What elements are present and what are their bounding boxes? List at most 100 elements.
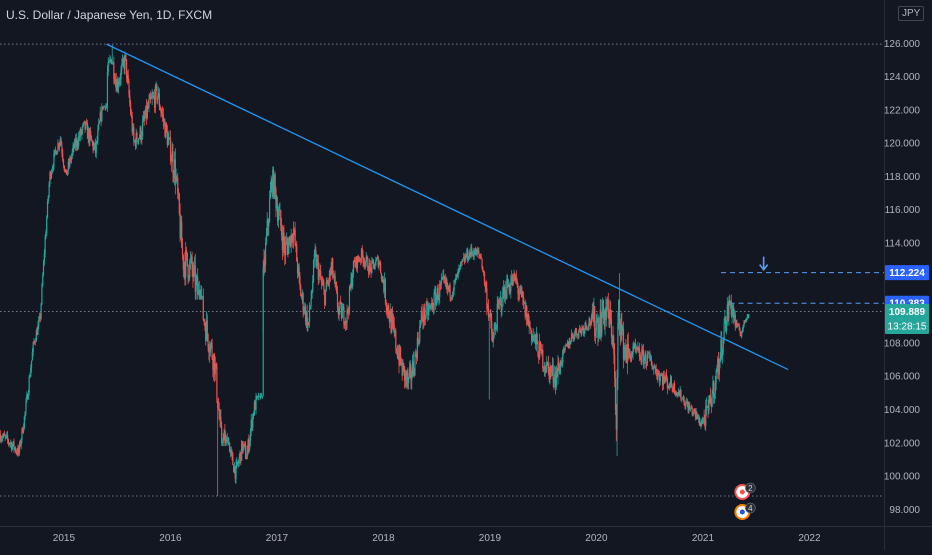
candle — [451, 295, 453, 301]
candle — [382, 275, 384, 284]
candle-body — [582, 327, 585, 334]
candle — [386, 302, 388, 318]
candle-body — [665, 375, 667, 379]
candle — [229, 442, 231, 453]
price-level-label[interactable]: 112.224 — [885, 265, 929, 281]
candle — [133, 123, 135, 146]
candle — [586, 328, 589, 331]
candle-body — [308, 305, 311, 322]
candle — [66, 170, 69, 176]
candle-body — [651, 365, 653, 370]
candle-body — [349, 286, 351, 289]
economic-event-badge[interactable]: 2 — [734, 482, 756, 500]
candle — [294, 221, 296, 247]
candle — [280, 209, 282, 231]
candle — [534, 334, 537, 350]
earnings-event-badge[interactable]: 4 — [734, 502, 756, 520]
time-axis-panel[interactable] — [0, 526, 932, 550]
candle — [634, 342, 636, 349]
candle-body — [480, 257, 482, 259]
candle — [74, 134, 77, 151]
candle — [18, 440, 21, 456]
candle — [348, 285, 351, 316]
candle — [145, 99, 148, 125]
y-tick-label: 120.000 — [884, 139, 921, 150]
candle — [293, 227, 295, 236]
candle — [287, 236, 289, 258]
candle-body — [135, 133, 137, 147]
candle-body — [139, 127, 141, 138]
candle — [558, 363, 561, 375]
candle — [242, 441, 244, 454]
candle — [273, 173, 275, 200]
candle-body — [706, 405, 708, 408]
candle-body — [710, 402, 712, 407]
candle-body — [70, 157, 72, 161]
event-count: 4 — [748, 504, 753, 513]
candle — [573, 335, 575, 342]
candle — [257, 395, 259, 400]
candle — [548, 366, 550, 383]
candle-body — [84, 120, 86, 129]
candle-body — [24, 411, 26, 417]
candle-body — [396, 351, 399, 358]
candle-body — [57, 143, 59, 152]
candle — [197, 268, 199, 300]
candle — [741, 330, 743, 339]
candle-body — [532, 335, 534, 339]
candle — [726, 297, 728, 326]
candle — [646, 350, 649, 367]
candle — [430, 302, 432, 312]
candle — [684, 402, 686, 410]
candle-body — [233, 464, 235, 473]
candle-body — [352, 260, 355, 274]
candle-body — [17, 447, 19, 455]
candle-body — [293, 228, 295, 230]
candle — [721, 348, 724, 364]
currency-badge[interactable]: JPY — [898, 6, 925, 21]
candle-body — [467, 259, 470, 261]
candle-body — [40, 303, 42, 319]
candle — [725, 320, 728, 335]
y-tick-label: 108.000 — [884, 338, 921, 349]
candle — [223, 428, 225, 441]
down-arrow-icon[interactable] — [759, 256, 769, 271]
candle — [233, 464, 235, 473]
candle-body — [737, 324, 740, 326]
candle — [19, 439, 21, 448]
candle — [729, 300, 732, 309]
candle-body — [238, 457, 240, 464]
candle-body — [253, 401, 256, 416]
candle — [261, 395, 264, 399]
candle-body — [110, 59, 112, 61]
candle — [410, 363, 412, 390]
candle — [360, 247, 363, 264]
candle-body — [546, 361, 548, 372]
trend-line[interactable] — [106, 43, 789, 371]
candle-body — [210, 342, 212, 344]
candle-body — [62, 159, 65, 166]
candle — [721, 331, 723, 360]
candle — [260, 392, 262, 400]
candle — [744, 320, 746, 324]
candle — [107, 57, 109, 77]
candle — [452, 287, 454, 298]
candle-body — [216, 366, 218, 400]
candle — [453, 279, 455, 296]
candle-body — [560, 360, 562, 365]
candle-body — [555, 371, 557, 387]
candle — [537, 340, 539, 358]
candle-body — [277, 216, 279, 222]
candle-body — [59, 139, 61, 144]
candle-body — [569, 341, 571, 345]
candle-body — [392, 319, 395, 325]
candle-body — [278, 210, 280, 217]
candle — [455, 273, 457, 285]
candle — [660, 372, 662, 377]
candle-body — [255, 396, 257, 411]
candle-body — [585, 322, 587, 327]
candle-body — [669, 376, 672, 388]
